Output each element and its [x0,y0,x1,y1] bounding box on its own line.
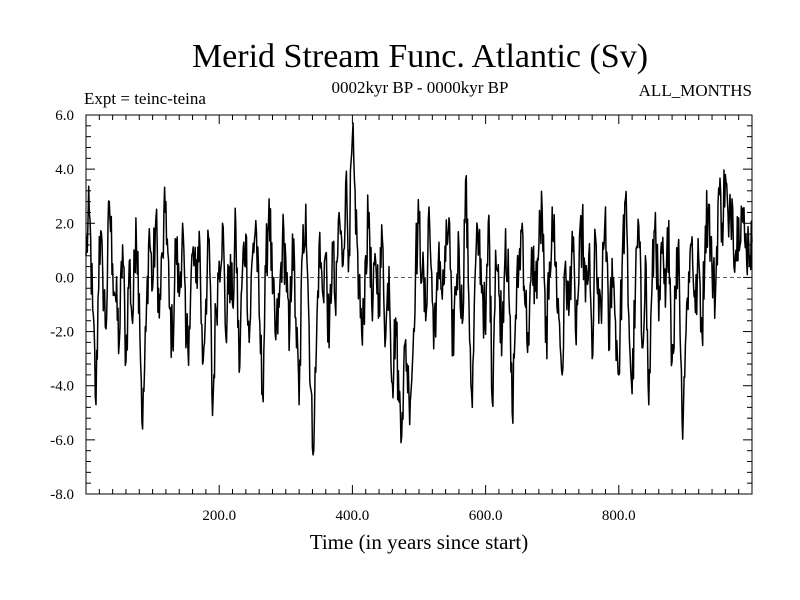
y-tick-label: 0.0 [55,270,74,286]
chart-subtitle: 0002kyr BP - 0000kyr BP [331,78,509,97]
y-tick-label: 6.0 [55,108,74,124]
x-tick-label: 400.0 [336,508,370,524]
y-tick-label: -2.0 [50,325,74,341]
months-label: ALL_MONTHS [638,81,752,100]
plot-frame [85,114,753,495]
x-tick-label: 200.0 [202,508,236,524]
y-tick-label: 4.0 [55,162,74,178]
experiment-label: Expt = teinc-teina [84,89,206,108]
x-tick-label: 800.0 [602,508,636,524]
x-axis-label: Time (in years since start) [310,530,529,554]
y-tick-label: -4.0 [50,379,74,395]
chart-title: Merid Stream Func. Atlantic (Sv) [191,38,649,75]
labels-layer: 200.0 400.0 600.0 800.0 -8.0 -6.0 -4.0 -2.0 0.0 2… [50,108,635,524]
x-tick-label: 600.0 [469,508,503,524]
y-tick-label: 2.0 [55,216,74,232]
series-line-teinc-teina [85,122,753,456]
y-tick-label: -6.0 [50,433,74,449]
y-tick-label: -8.0 [50,487,74,503]
